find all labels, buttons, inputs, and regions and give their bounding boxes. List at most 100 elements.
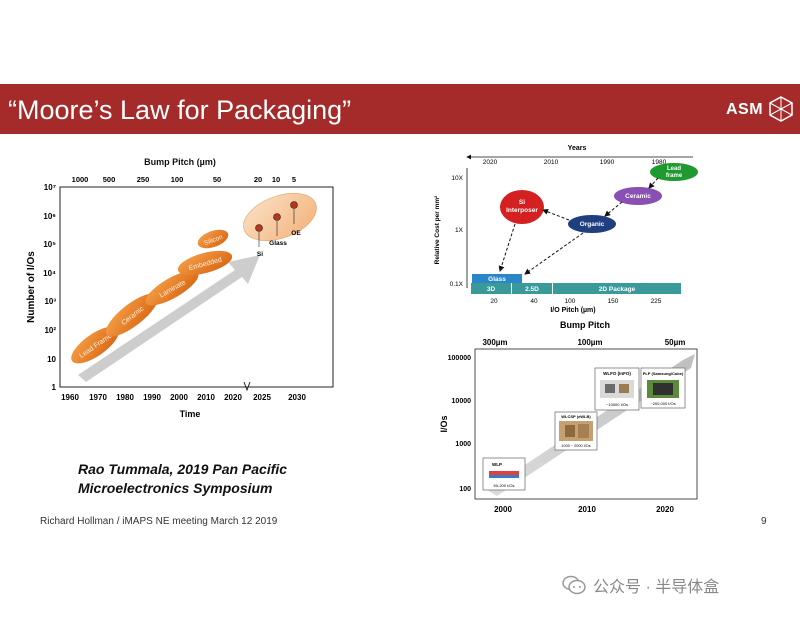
ellipse-embedded: Embedded <box>177 250 233 276</box>
svg-text:50-200 I/Os: 50-200 I/Os <box>494 483 515 488</box>
ellipse-future: Si Glass OE <box>243 193 317 258</box>
point-oe <box>290 201 298 209</box>
point-si <box>255 224 263 232</box>
y-tick: 0.1X <box>450 281 464 288</box>
svg-text:Glass: Glass <box>488 276 506 283</box>
arrow-organic-to-glass <box>524 232 584 275</box>
year-tick: 1990 <box>600 159 615 166</box>
box-wlcsp: WLCSP (eWLB) 1000 ~ 2000 I/Os <box>554 411 598 451</box>
io-y-label: I/Os <box>439 415 449 432</box>
cost-y-label: Relative Cost per mm² <box>434 195 441 264</box>
year-tick: 1980 <box>652 159 667 166</box>
cost-pitch-chart: Years 2020 2010 1990 1980 Relative Cost … <box>434 145 698 314</box>
y-tick: 10³ <box>44 297 56 306</box>
node-ceramic: Ceramic <box>614 187 662 205</box>
svg-text:Interposer: Interposer <box>506 207 538 214</box>
x-tick: 2030 <box>288 393 306 402</box>
node-lead-frame: Lead frame <box>650 163 698 181</box>
svg-text:PLP (Samsung/Cube): PLP (Samsung/Cube) <box>643 371 684 376</box>
arrow-organic-to-si <box>542 208 570 221</box>
header-bar <box>0 84 800 134</box>
left-x-ticks: 1960 1970 1980 1990 2000 2010 2020 2025 … <box>61 393 306 402</box>
ellipse-silicon: Silicon <box>197 229 229 249</box>
band-label: 3D <box>487 286 496 293</box>
year-tick: 2020 <box>483 159 498 166</box>
top-tick: 1000 <box>72 175 89 184</box>
x-tick: 2000 <box>494 505 512 514</box>
left-x-label: Time <box>180 409 201 419</box>
x-tick: 1970 <box>89 393 107 402</box>
left-chart: Bump Pitch (µm) 1000 500 250 100 50 20 1… <box>26 157 334 419</box>
watermark-text: 公众号 · 半导体盒 <box>593 579 720 596</box>
label-glass: Glass <box>269 240 287 247</box>
trend-arrow <box>78 255 260 382</box>
x-tick: 1960 <box>61 393 79 402</box>
svg-text:Organic: Organic <box>580 221 605 228</box>
cost-x-label: I/O Pitch (µm) <box>550 307 595 314</box>
left-plot-frame <box>59 186 334 388</box>
y-tick: 10⁶ <box>43 212 56 221</box>
y-tick: 10⁵ <box>43 240 56 249</box>
arrow-si-to-glass <box>498 223 516 272</box>
band-2d <box>553 283 681 294</box>
svg-text:1000 ~ 2000 I/Os: 1000 ~ 2000 I/Os <box>561 444 590 448</box>
band-3d <box>471 283 511 294</box>
axis-break-mark <box>243 381 251 392</box>
top-tick: 50 <box>213 175 221 184</box>
svg-text:~200,000 I/Os: ~200,000 I/Os <box>650 401 675 406</box>
top-tick: 100µm <box>577 338 602 347</box>
x-tick: 20 <box>490 298 498 305</box>
bump-pitch-title: Bump Pitch <box>560 320 610 330</box>
y-tick: 10⁷ <box>44 183 56 192</box>
ellipse-ceramic: Ceramic <box>105 293 159 337</box>
ellipse-laminate: Laminate <box>145 270 199 306</box>
node-glass: Glass <box>472 274 522 283</box>
band-label: 2D Package <box>599 286 636 293</box>
citation-line1: Rao Tummala, 2019 Pan Pacific <box>78 461 288 477</box>
point-glass <box>273 213 281 221</box>
y-tick: 10 <box>47 355 56 364</box>
footer-text: Richard Hollman / iMAPS NE meeting March… <box>40 516 278 527</box>
top-tick: 300µm <box>482 338 507 347</box>
node-organic: Organic <box>568 215 616 233</box>
top-tick: 100 <box>171 175 184 184</box>
citation: Rao Tummala, 2019 Pan Pacific Microelect… <box>78 460 287 498</box>
y-tick: 10⁴ <box>43 269 56 278</box>
top-tick: 20 <box>254 175 262 184</box>
y-tick: 1000 <box>455 441 471 448</box>
citation-line2: Microelectronics Symposium <box>78 480 273 496</box>
io-plot-frame <box>474 348 698 500</box>
top-tick: 50µm <box>665 338 686 347</box>
x-tick: 225 <box>651 298 662 305</box>
y-tick: 1 <box>52 383 57 392</box>
top-tick: 500 <box>103 175 116 184</box>
x-tick: 2000 <box>170 393 188 402</box>
top-tick: 10 <box>272 175 280 184</box>
svg-text:Si: Si <box>519 199 525 206</box>
label-oe: OE <box>291 230 301 237</box>
node-si-interposer: Si Interposer <box>500 190 544 224</box>
x-tick: 1990 <box>143 393 161 402</box>
box-wlfo: WLFO (InFO) ~10000 I/Os <box>594 367 640 411</box>
page-number: 9 <box>761 516 767 527</box>
x-tick: 2020 <box>656 505 674 514</box>
x-tick: 2025 <box>253 393 271 402</box>
asm-logo-text: ASM <box>726 101 764 118</box>
y-tick: 10000 <box>452 398 472 405</box>
asm-logo-icon <box>769 96 793 122</box>
left-y-ticks: 10⁷ 10⁶ 10⁵ 10⁴ 10³ 10² 10 1 <box>43 183 56 392</box>
y-tick: 100000 <box>448 355 471 362</box>
arrow-ceramic-to-organic <box>604 201 623 217</box>
left-chart-title: Bump Pitch (µm) <box>144 157 216 167</box>
y-tick: 100 <box>459 486 471 493</box>
box-plp: PLP (Samsung/Cube) ~200,000 I/Os <box>640 367 686 409</box>
years-label: Years <box>568 145 587 152</box>
svg-text:Lead: Lead <box>667 166 681 172</box>
band-label: 2.5D <box>525 286 539 293</box>
label-si: Si <box>257 251 263 258</box>
x-tick: 100 <box>565 298 576 305</box>
y-tick: 10² <box>44 326 56 335</box>
x-tick: 1980 <box>116 393 134 402</box>
year-tick: 2010 <box>544 159 559 166</box>
x-tick: 2010 <box>197 393 215 402</box>
